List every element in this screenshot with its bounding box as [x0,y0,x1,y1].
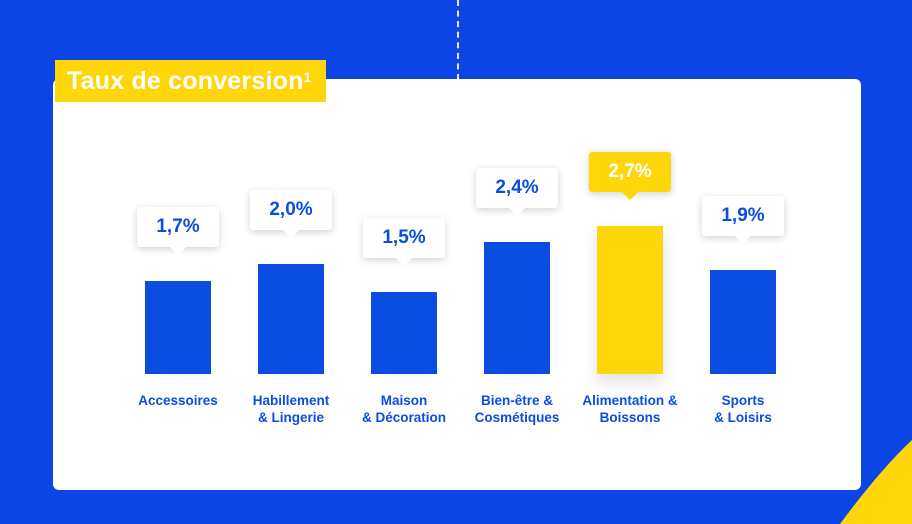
bar-3 [484,242,550,374]
bar-4 [597,226,663,374]
category-label-line: & Décoration [361,410,446,425]
category-label-1: Habillement & Lingerie [231,392,351,426]
chart-title-footnote-mark: 1 [303,69,312,85]
category-label-line: Maison [380,393,428,408]
value-label-5: 1,9% [702,196,784,244]
category-label-line: Accessoires [138,393,218,408]
category-label-line: Sports [721,393,765,408]
value-label-1: 2,0% [250,190,332,238]
chart-title-text: Taux de conversion [67,66,304,95]
value-label-2: 1,5% [363,218,445,266]
bar-2 [371,292,437,374]
bar-0 [145,281,211,374]
category-label-2: Maison & Décoration [344,392,464,426]
bar-5 [710,270,776,374]
dashed-divider [457,0,459,80]
category-label-5: Sports & Loisirs [683,392,803,426]
category-label-line: & Loisirs [714,410,772,425]
category-label-0: Accessoires [118,392,238,409]
category-label-line: Boissons [599,410,661,425]
category-label-3: Bien-être & Cosmétiques [457,392,577,426]
category-label-line: Bien-être & [480,393,553,408]
value-label-0: 1,7% [137,207,219,255]
category-label-4: Alimentation & Boissons [570,392,690,426]
chart-title: Taux de conversion 1 [55,60,326,102]
value-label-4: 2,7% [589,152,671,200]
category-label-line: Cosmétiques [474,410,560,425]
category-label-line: Alimentation & [582,393,678,408]
category-label-line: Habillement [252,393,330,408]
category-label-line: & Lingerie [257,410,324,425]
bar-1 [258,264,324,374]
value-label-3: 2,4% [476,168,558,216]
